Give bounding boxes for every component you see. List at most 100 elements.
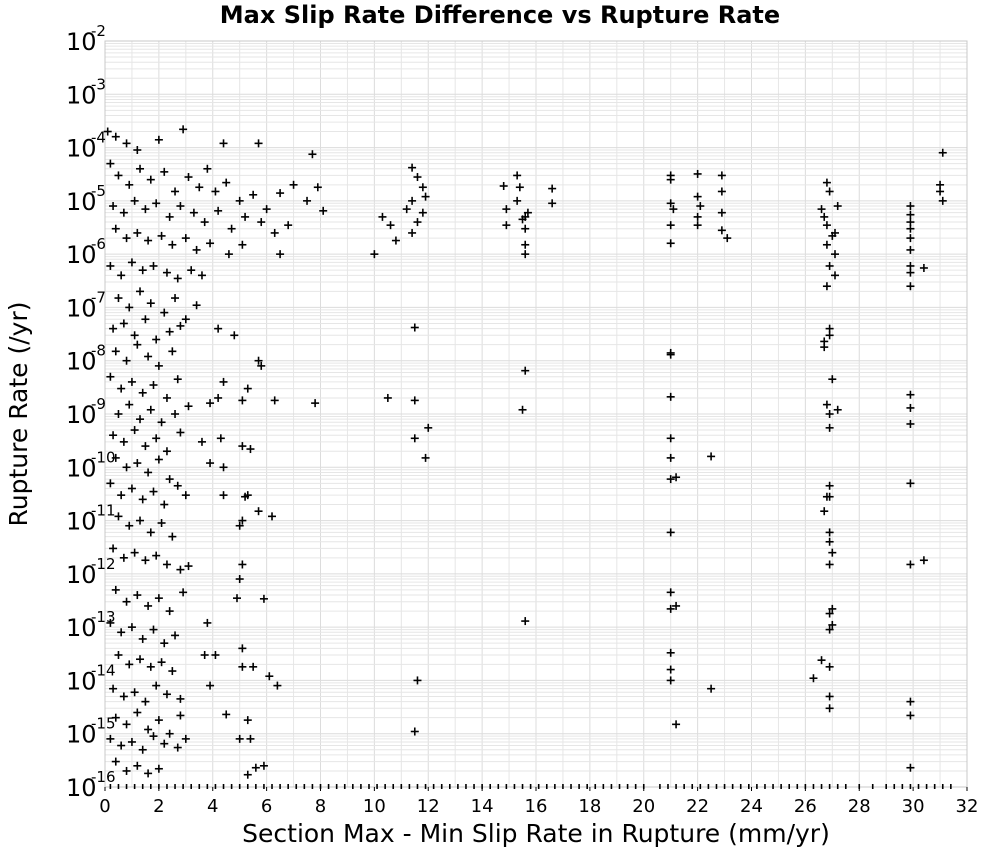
x-tick-label: 20 [632, 796, 655, 817]
y-tick-exponent: -2 [91, 22, 106, 40]
data-point [119, 692, 128, 701]
data-point [906, 282, 915, 291]
data-point [138, 388, 147, 397]
data-point [125, 180, 134, 189]
data-point [114, 512, 123, 521]
data-point [825, 261, 834, 270]
data-point [165, 729, 174, 738]
data-point [106, 159, 115, 168]
data-point [168, 532, 177, 541]
x-tick-label: 28 [848, 796, 871, 817]
data-point [109, 684, 118, 693]
data-point [160, 167, 169, 176]
y-tick-label: 10 [66, 81, 97, 109]
data-point [246, 734, 255, 743]
data-point [424, 423, 433, 432]
data-point [825, 609, 834, 618]
data-point [936, 187, 945, 196]
data-point [707, 452, 716, 461]
data-point [149, 261, 158, 270]
data-point [184, 562, 193, 571]
data-point [938, 196, 947, 205]
data-point [200, 218, 209, 227]
data-point [906, 234, 915, 243]
data-points [103, 125, 952, 789]
data-point [831, 250, 840, 259]
data-point [243, 491, 252, 500]
y-axis-ticks: 10-210-310-410-510-610-710-810-910-1010-… [66, 22, 116, 802]
data-point [906, 268, 915, 277]
data-point [919, 263, 928, 272]
x-tick-label: 12 [417, 796, 440, 817]
data-point [666, 528, 675, 537]
y-tick-label: 10 [66, 508, 97, 536]
y-tick-label: 10 [66, 348, 97, 376]
data-point [386, 221, 395, 230]
data-point [521, 366, 530, 375]
data-point [114, 651, 123, 660]
data-point [831, 271, 840, 280]
data-point [276, 250, 285, 259]
data-point [176, 711, 185, 720]
data-point [906, 245, 915, 254]
data-point [825, 423, 834, 432]
chart-title: Max Slip Rate Difference vs Rupture Rate [220, 1, 780, 29]
data-point [141, 697, 150, 706]
data-point [117, 271, 126, 280]
x-tick-label: 26 [794, 796, 817, 817]
data-point [154, 716, 163, 725]
data-point [152, 551, 161, 560]
data-point [109, 324, 118, 333]
y-tick-label: 10 [66, 241, 97, 269]
y-tick-exponent: -3 [91, 75, 106, 93]
data-point [241, 212, 250, 221]
data-point [825, 410, 834, 418]
data-point [119, 319, 128, 328]
data-point [195, 183, 204, 192]
data-point [822, 221, 831, 230]
x-tick-label: 2 [153, 796, 164, 817]
data-point [238, 662, 247, 671]
data-point [518, 405, 527, 414]
data-point [106, 618, 115, 627]
data-point [521, 617, 530, 626]
data-point [154, 594, 163, 603]
data-point [717, 208, 726, 217]
data-point [820, 212, 829, 221]
data-point [410, 396, 419, 405]
data-point [227, 224, 236, 233]
data-point [136, 164, 145, 173]
data-point [410, 727, 419, 736]
data-point [410, 434, 419, 443]
data-point [127, 484, 136, 493]
data-point [828, 604, 837, 613]
data-point [122, 356, 131, 365]
data-point [176, 694, 185, 703]
data-point [906, 403, 915, 412]
x-tick-label: 18 [578, 796, 601, 817]
data-point [825, 331, 834, 340]
data-point [111, 713, 120, 722]
data-point [257, 361, 266, 370]
data-point [109, 202, 118, 211]
y-tick-label: 10 [66, 28, 97, 56]
data-point [157, 418, 166, 427]
data-point [825, 662, 834, 671]
y-tick-label: 10 [66, 561, 97, 589]
data-point [125, 400, 134, 409]
data-point [402, 205, 411, 214]
data-point [152, 434, 161, 443]
data-point [259, 594, 268, 603]
data-point [817, 656, 826, 665]
data-point [828, 548, 837, 557]
data-point [162, 268, 171, 277]
data-point [413, 676, 422, 685]
data-point [179, 588, 188, 597]
data-point [413, 173, 422, 182]
data-point [238, 644, 247, 653]
data-point [666, 392, 675, 401]
data-point [211, 651, 220, 660]
y-tick-exponent: -11 [91, 502, 116, 520]
data-point [114, 410, 123, 418]
data-point [160, 308, 169, 317]
